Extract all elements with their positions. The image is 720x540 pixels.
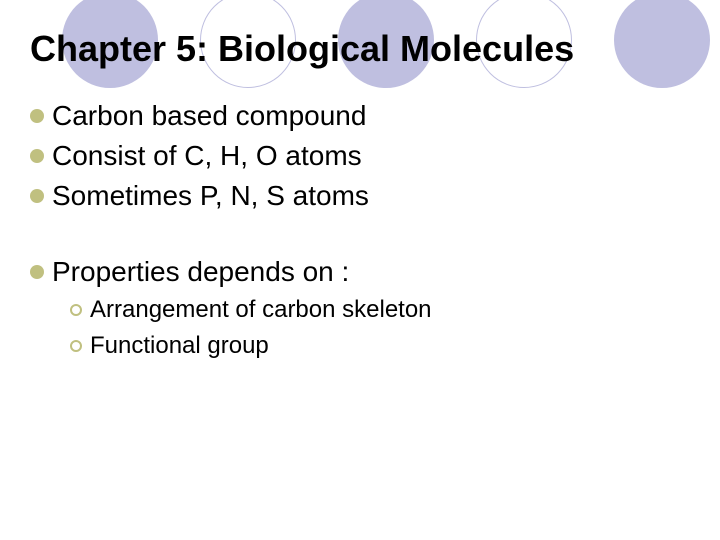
bullet-dot-filled-icon <box>30 149 44 163</box>
blank-line <box>30 220 680 256</box>
bullet-text: Arrangement of carbon skeleton <box>90 296 432 324</box>
bullet-text: Functional group <box>90 332 269 360</box>
bullet-dot-filled-icon <box>30 109 44 123</box>
bullet-dot-hollow-icon <box>70 340 82 352</box>
slide-title: Chapter 5: Biological Molecules <box>30 28 574 70</box>
bullet-text: Properties depends on : <box>52 256 349 288</box>
bullet-level-2: Functional group <box>70 332 680 360</box>
bullet-level-1: Consist of C, H, O atoms <box>30 140 680 172</box>
bullet-level-1: Sometimes P, N, S atoms <box>30 180 680 212</box>
bullet-dot-filled-icon <box>30 189 44 203</box>
bullet-text: Carbon based compound <box>52 100 366 132</box>
slide-body: Carbon based compound Consist of C, H, O … <box>30 100 680 368</box>
bullet-level-2: Arrangement of carbon skeleton <box>70 296 680 324</box>
bullet-level-1: Carbon based compound <box>30 100 680 132</box>
decorative-circle <box>614 0 710 88</box>
bullet-dot-filled-icon <box>30 265 44 279</box>
bullet-level-1: Properties depends on : <box>30 256 680 288</box>
bullet-text: Consist of C, H, O atoms <box>52 140 362 172</box>
bullet-dot-hollow-icon <box>70 304 82 316</box>
bullet-text: Sometimes P, N, S atoms <box>52 180 369 212</box>
